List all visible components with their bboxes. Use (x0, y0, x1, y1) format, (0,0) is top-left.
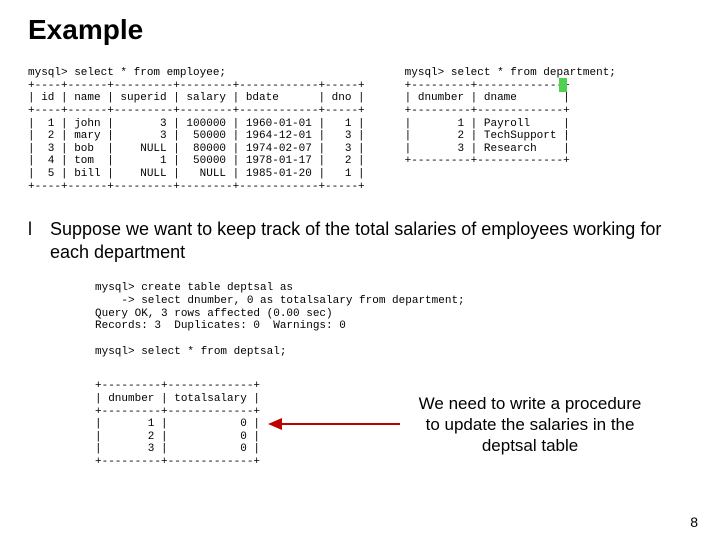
arrow-head-icon (268, 418, 282, 430)
create-table-block: mysql> create table deptsal as -> select… (0, 282, 720, 358)
deptsal-block: +---------+-------------+ | dnumber | to… (95, 369, 260, 479)
arrow-line (282, 423, 400, 425)
create-table-output: mysql> create table deptsal as -> select… (95, 282, 720, 358)
department-table: mysql> select * from department; +------… (405, 67, 616, 168)
page-title: Example (0, 0, 720, 56)
employee-query-block: mysql> select * from employee; +----+---… (28, 56, 365, 204)
slide: Example mysql> select * from employee; +… (0, 0, 720, 540)
page-number: 8 (690, 514, 698, 530)
bullet-text: Suppose we want to keep track of the tot… (50, 218, 696, 263)
query-row: mysql> select * from employee; +----+---… (0, 56, 720, 204)
deptsal-table: +---------+-------------+ | dnumber | to… (95, 380, 260, 468)
callout-text: We need to write a procedure to update t… (410, 393, 650, 457)
arrow (268, 418, 400, 430)
cursor-highlight (559, 78, 567, 92)
department-query-block: mysql> select * from department; +------… (405, 56, 616, 204)
deptsal-row: +---------+-------------+ | dnumber | to… (0, 369, 720, 479)
bullet-glyph: l (28, 218, 36, 241)
employee-table: mysql> select * from employee; +----+---… (28, 67, 365, 193)
bullet-row: l Suppose we want to keep track of the t… (0, 204, 720, 271)
